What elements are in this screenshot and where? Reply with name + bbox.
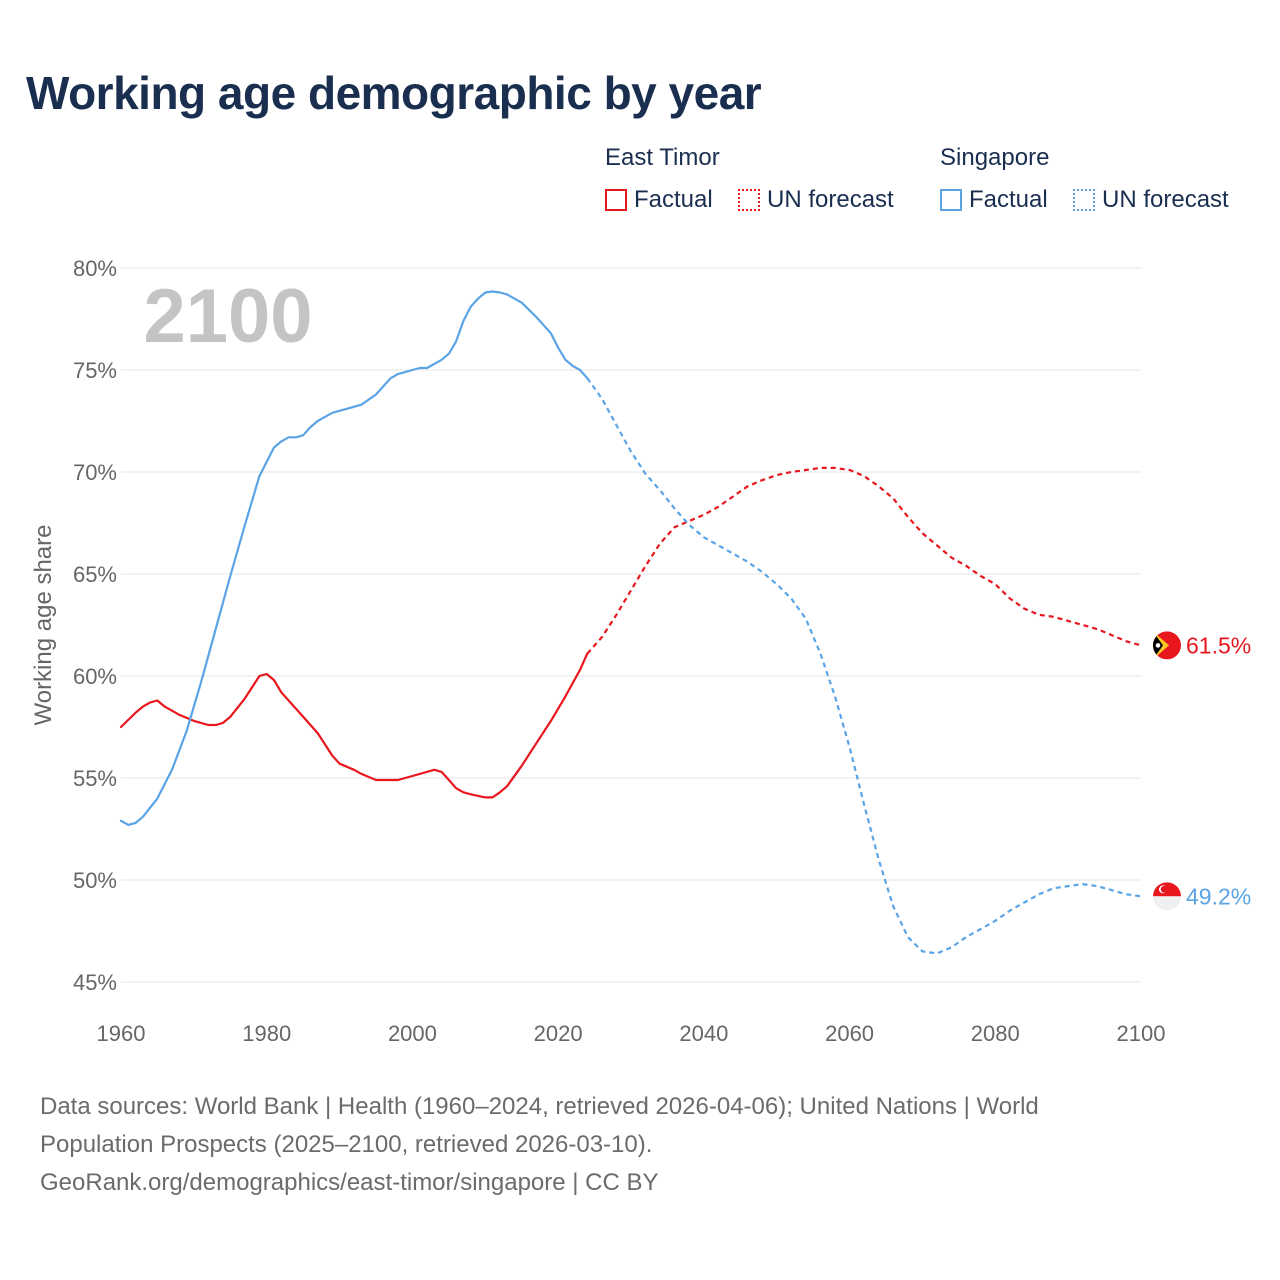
y-tick-label: 45%	[73, 970, 117, 995]
series-line-singapore-factual	[119, 290, 589, 826]
x-tick-label: 2000	[388, 1021, 437, 1046]
legend-swatch-dotted-icon	[1073, 189, 1095, 211]
end-value-label-singapore: 49.2%	[1186, 883, 1251, 909]
chart-title: Working age demographic by year	[26, 67, 762, 119]
series-line-singapore-forecast	[586, 377, 1142, 955]
y-tick-label: 50%	[73, 868, 117, 893]
footer-link[interactable]: GeoRank.org/demographics/east-timor/sing…	[40, 1169, 659, 1196]
series-line-east-timor-factual	[119, 652, 589, 799]
x-tick-label: 2100	[1117, 1021, 1166, 1046]
end-value-label-east-timor: 61.5%	[1186, 632, 1251, 658]
y-tick-label: 70%	[73, 460, 117, 485]
legend-swatch-solid-icon	[940, 189, 962, 211]
y-tick-label: 65%	[73, 562, 117, 587]
east-timor-flag-icon	[1153, 631, 1181, 660]
legend-label: Factual	[634, 186, 713, 213]
legend-item-east-timor-forecast[interactable]: UN forecast	[738, 186, 894, 214]
x-tick-label: 2080	[971, 1021, 1020, 1046]
y-tick-label: 60%	[73, 664, 117, 689]
legend-item-east-timor-factual[interactable]: Factual	[605, 186, 713, 214]
x-tick-label: 1960	[97, 1021, 146, 1046]
legend-swatch-solid-icon	[605, 189, 627, 211]
x-tick-label: 2060	[825, 1021, 874, 1046]
footer-sources: Data sources: World Bank | Health (1960–…	[40, 1088, 1240, 1202]
footer-line: Population Prospects (2025–2100, retriev…	[40, 1131, 653, 1158]
legend-group-singapore: Singapore	[940, 144, 1050, 171]
x-tick-label: 2020	[534, 1021, 583, 1046]
legend-label: UN forecast	[1102, 186, 1229, 213]
year-label: 2100	[143, 274, 312, 359]
y-tick-label: 55%	[73, 766, 117, 791]
y-tick-label: 80%	[73, 256, 117, 281]
y-axis-label: Working age share	[30, 525, 57, 726]
legend-group-east-timor: East Timor	[605, 144, 720, 171]
legend-swatch-dotted-icon	[738, 189, 760, 211]
singapore-flag-icon	[1153, 882, 1181, 911]
legend-label: Factual	[969, 186, 1048, 213]
x-tick-label: 2040	[679, 1021, 728, 1046]
x-tick-label: 1980	[242, 1021, 291, 1046]
legend-label: UN forecast	[767, 186, 894, 213]
footer-line: Data sources: World Bank | Health (1960–…	[40, 1093, 1039, 1120]
series-line-east-timor-forecast	[586, 466, 1142, 655]
line-chart: 45% 50% 55% 60% 65% 70% 75% 80% 1960 1980 2000 2020…	[30, 256, 1251, 1046]
y-tick-label: 75%	[73, 358, 117, 383]
legend-item-singapore-factual[interactable]: Factual	[940, 186, 1048, 214]
legend-item-singapore-forecast[interactable]: UN forecast	[1073, 186, 1229, 214]
